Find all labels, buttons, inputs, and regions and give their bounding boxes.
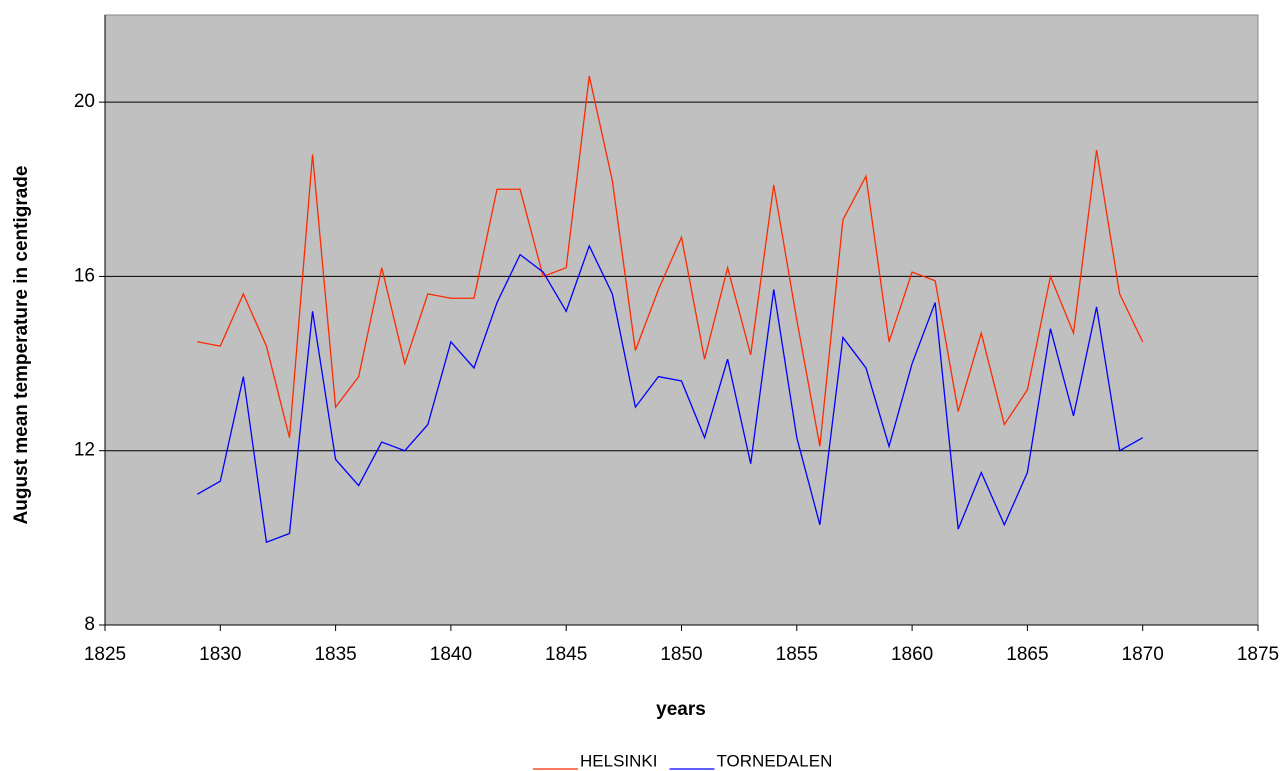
y-tick-label: 12 <box>74 440 95 461</box>
series-line <box>197 75 1144 447</box>
y-axis-label: August mean temperature in centigrade <box>11 166 32 525</box>
legend-label: TORNEDALEN <box>716 751 832 770</box>
x-tick-label: 1830 <box>199 644 241 665</box>
x-tick-label: 1845 <box>545 644 587 665</box>
x-tick-label: 1850 <box>660 644 702 665</box>
x-tick-label: 1825 <box>84 644 126 665</box>
x-tick-label: 1870 <box>1122 644 1164 665</box>
y-tick-label: 16 <box>74 265 95 286</box>
series-line <box>196 244 1144 544</box>
y-tick-label: 8 <box>84 614 95 635</box>
x-tick-label: 1875 <box>1237 644 1279 665</box>
x-tick-label: 1855 <box>776 644 818 665</box>
plot-area <box>104 14 1259 626</box>
y-tick-label: 20 <box>74 91 95 112</box>
x-tick-label: 1835 <box>314 644 356 665</box>
x-tick-label: 1865 <box>1006 644 1048 665</box>
x-axis-label: years <box>656 699 706 720</box>
x-tick-label: 1840 <box>430 644 472 665</box>
x-tick-label: 1860 <box>891 644 933 665</box>
legend-label: HELSINKI <box>580 751 657 770</box>
